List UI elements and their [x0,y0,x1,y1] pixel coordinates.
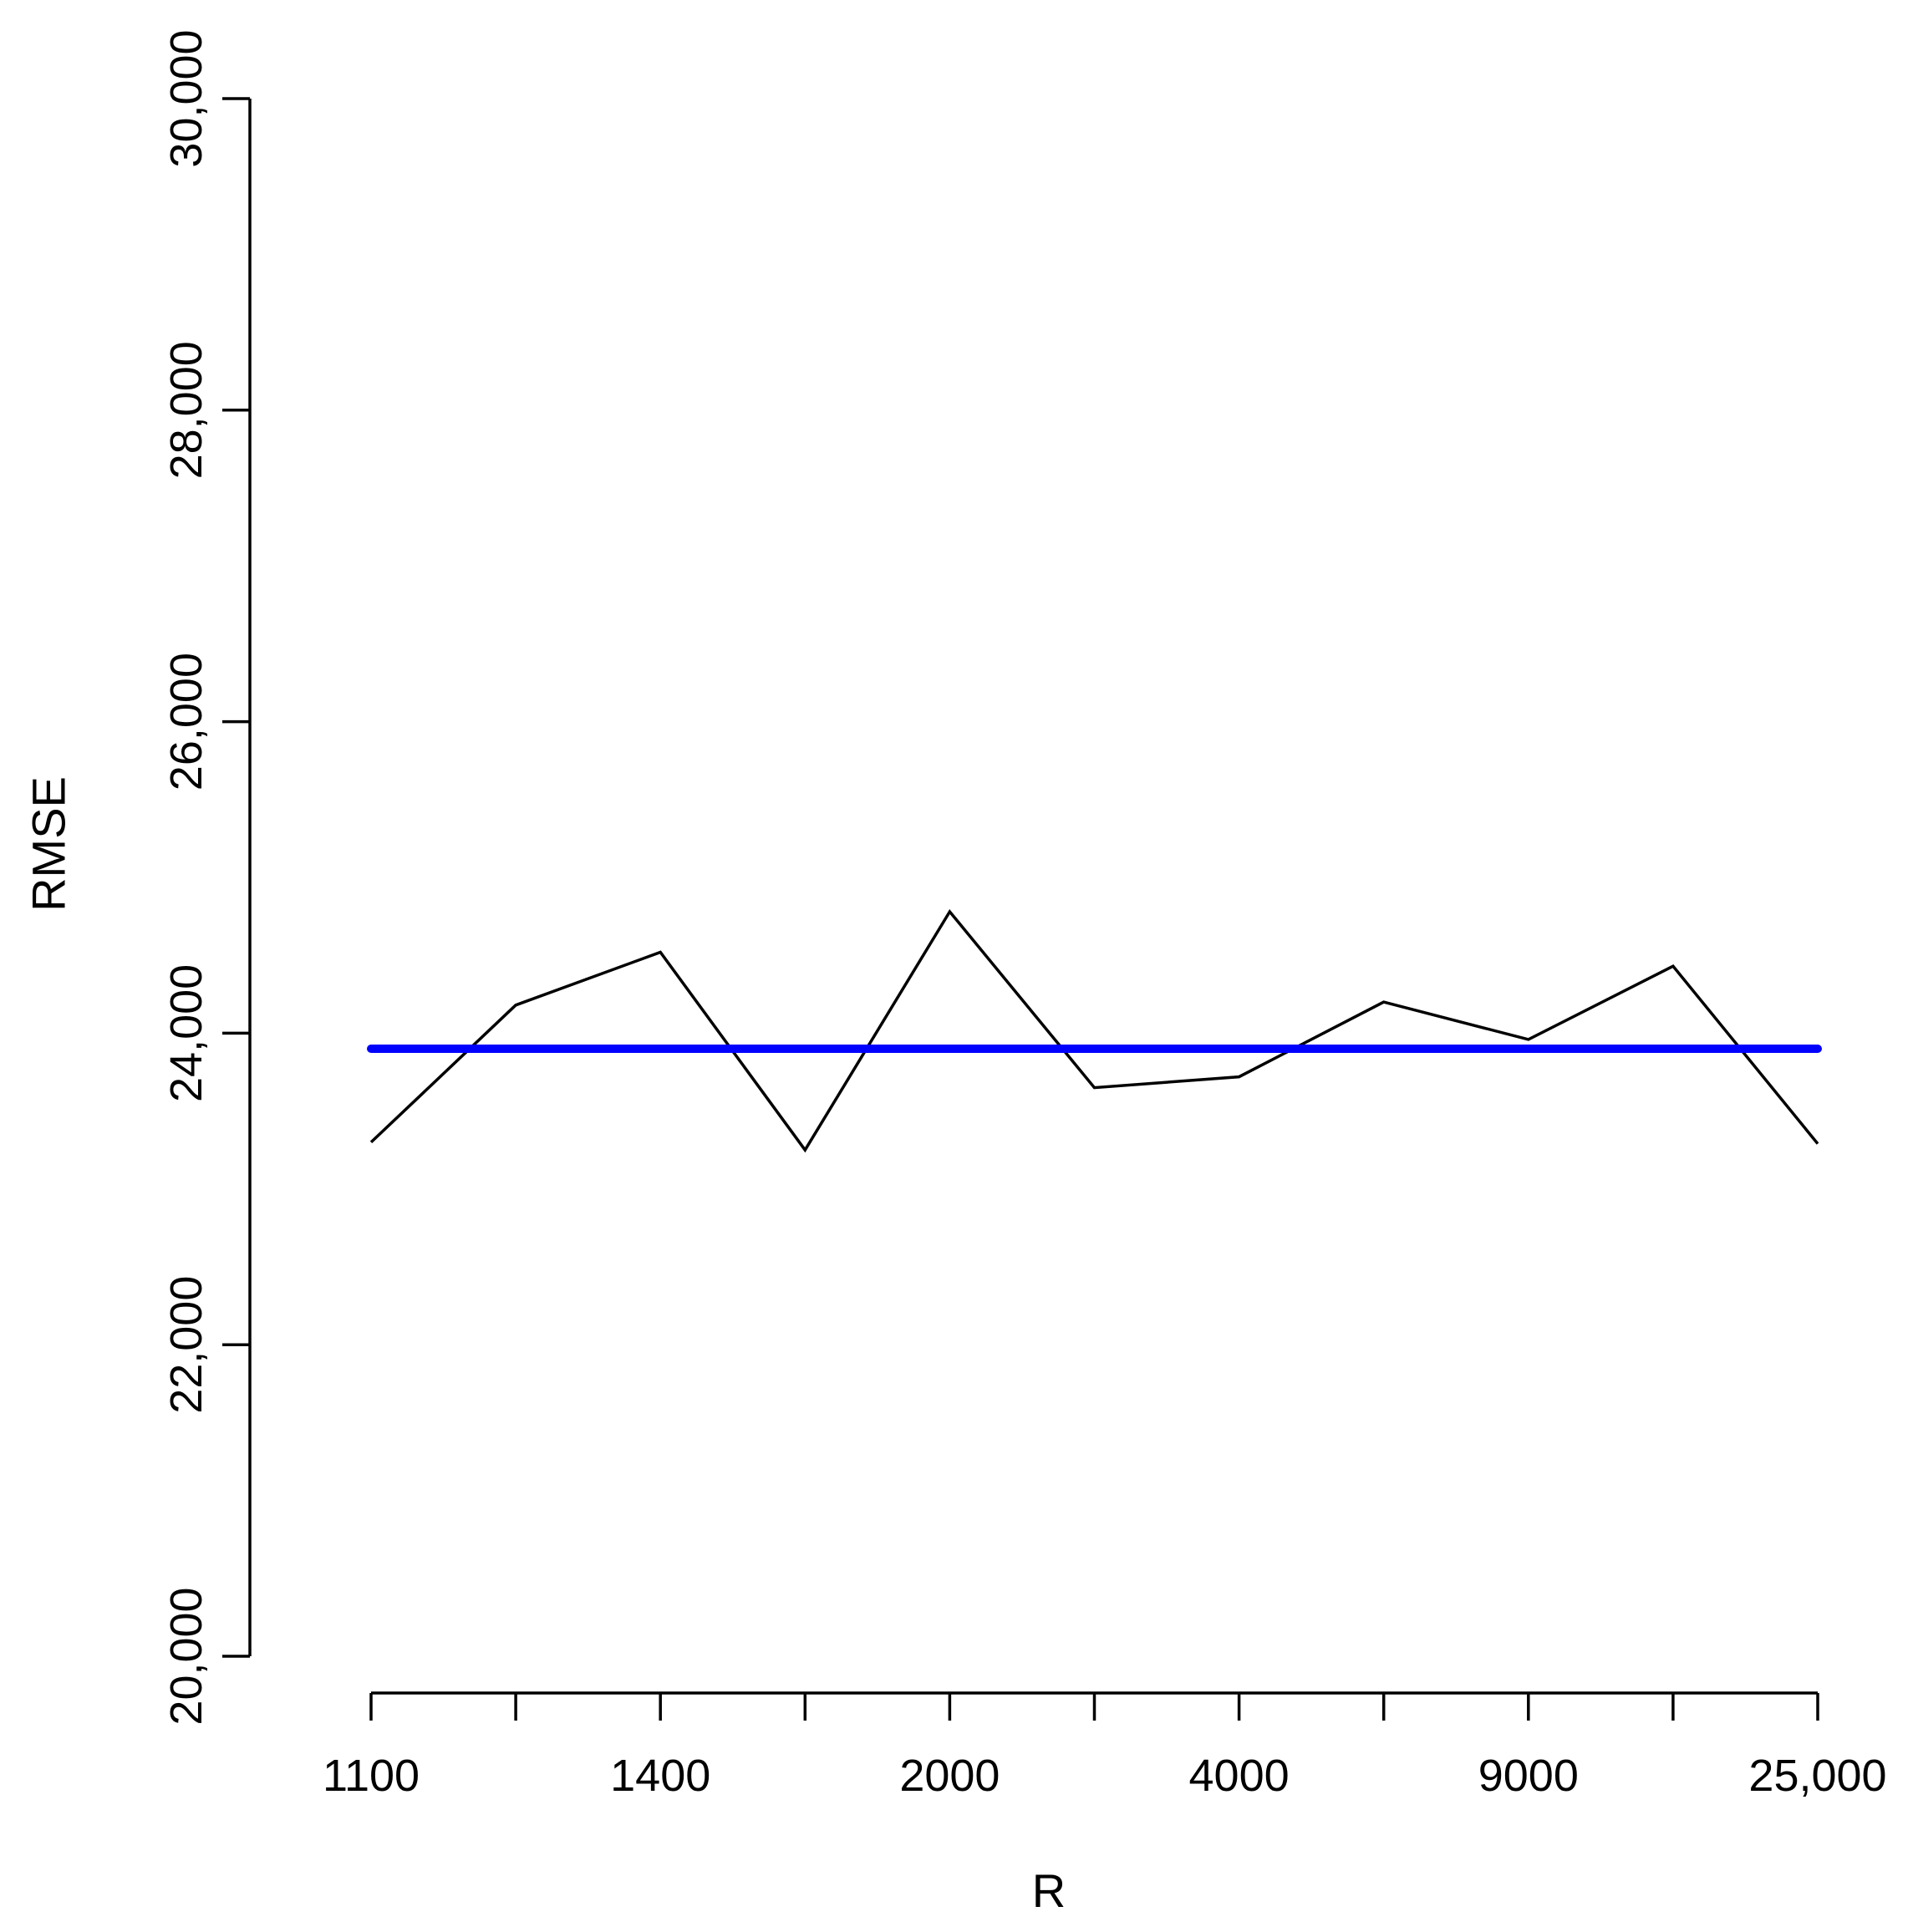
x-tick-label: 4000 [1189,1751,1290,1801]
x-tick-label: 1400 [610,1751,710,1801]
x-tick-label: 2000 [899,1751,1000,1801]
x-tick-label: 1100 [323,1751,420,1801]
x-tick-label: 9000 [1478,1751,1579,1801]
y-tick-label: 26,000 [161,653,211,791]
y-tick-label: 22,000 [161,1276,211,1414]
x-tick-label: 25,000 [1748,1751,1886,1801]
y-tick-label: 30,000 [161,29,211,167]
y-tick-label: 28,000 [161,341,211,479]
y-tick-label: 24,000 [161,964,211,1102]
series-layer [367,908,1822,1153]
x-axis-title: R [1032,1864,1066,1917]
y-axis: 20,000 22,000 24,000 26,000 28,000 30,000 [161,29,252,1726]
rmse-series-line [369,908,1819,1153]
y-axis-title: RMSE [23,776,75,912]
y-tick-label: 20,000 [161,1587,211,1725]
x-axis: 1100 1400 2000 4000 9000 25,000 [323,1691,1887,1801]
